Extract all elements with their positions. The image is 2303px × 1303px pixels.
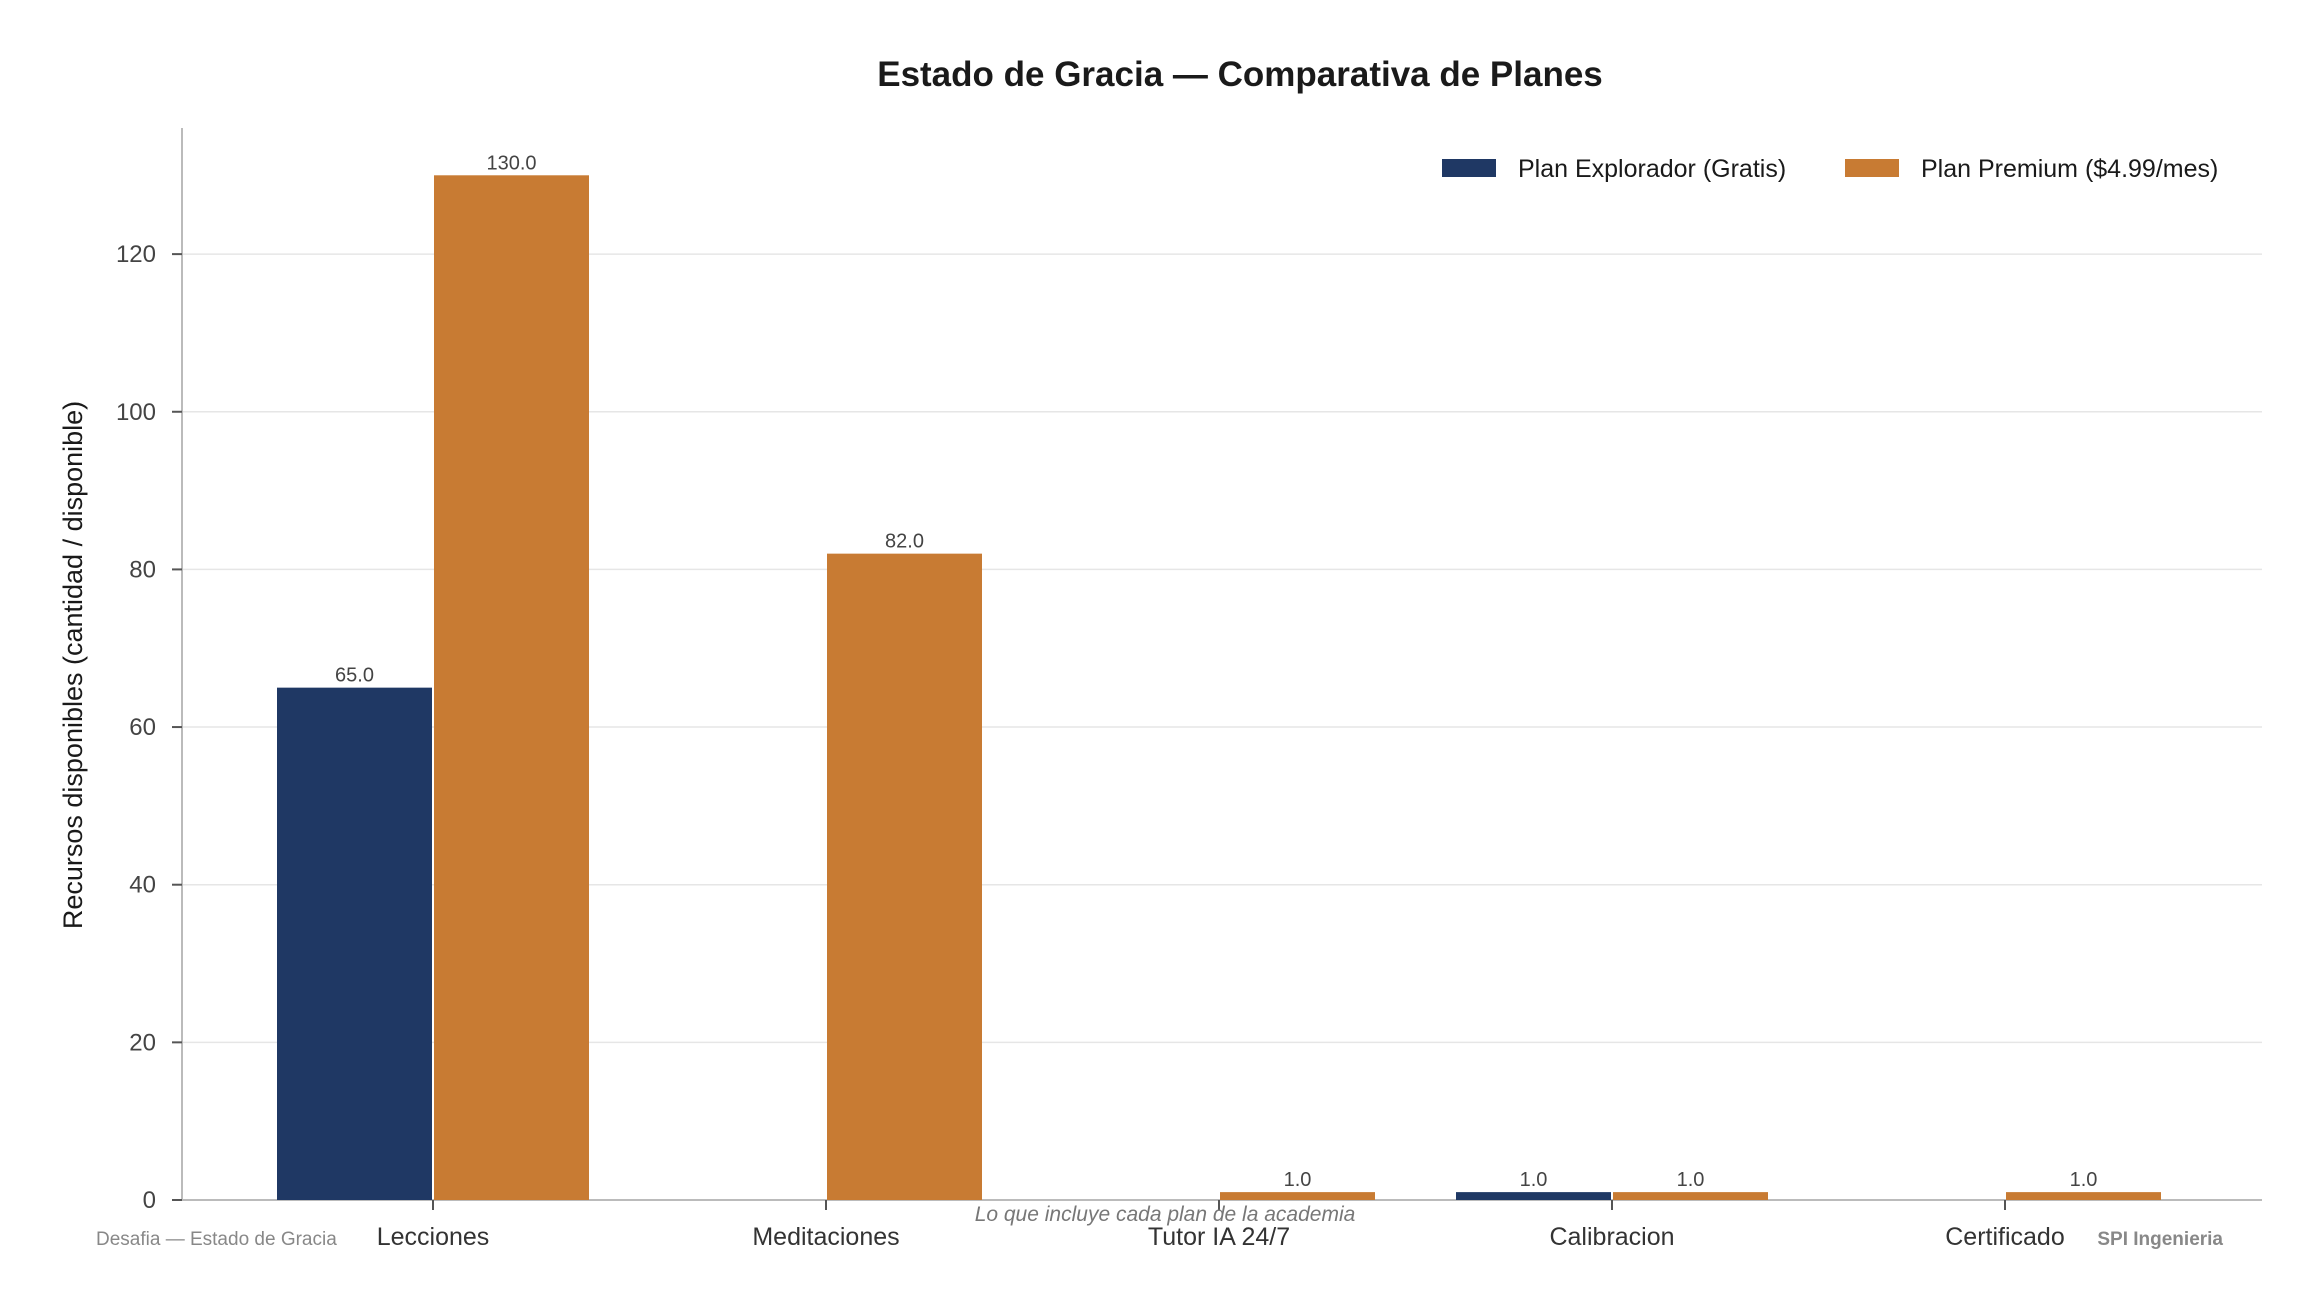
bar-value-label: 1.0 [1284, 1169, 1312, 1191]
legend-swatch [1845, 159, 1899, 177]
x-category-labels: Lecciones Meditaciones Tutor IA 24/7 Calibr… [377, 1200, 2065, 1251]
y-tick-label: 40 [129, 872, 156, 899]
y-tick-label: 0 [143, 1187, 156, 1214]
bar-value-label: 130.0 [486, 152, 536, 174]
legend: Plan Explorador (Gratis) Plan Premium ($4… [1442, 155, 2218, 183]
x-category-label: Calibracion [1549, 1223, 1674, 1251]
bar-value-label: 1.0 [2070, 1169, 2098, 1191]
footer-right-text: SPI Ingenieria [2097, 1229, 2223, 1250]
bar-explorador [277, 687, 432, 1200]
bar-explorador [1456, 1192, 1611, 1200]
bar-value-label: 1.0 [1677, 1169, 1705, 1191]
bar-value-label: 1.0 [1520, 1169, 1548, 1191]
x-category-label: Meditaciones [752, 1223, 899, 1251]
x-category-label: Tutor IA 24/7 [1148, 1223, 1290, 1251]
x-category-label: Lecciones [377, 1223, 490, 1251]
bar-premium [2006, 1192, 2161, 1200]
bar-premium [1220, 1192, 1375, 1200]
y-tick-label: 60 [129, 714, 156, 741]
legend-swatch [1442, 159, 1496, 177]
y-tick-label: 120 [116, 241, 156, 268]
y-ticks: 0 20 40 60 80 100 120 [116, 241, 182, 1214]
bar-premium [1613, 1192, 1768, 1200]
legend-label: Plan Premium ($4.99/mes) [1921, 155, 2218, 183]
bar-premium [434, 175, 589, 1201]
footer-left-text: Desafia — Estado de Gracia [96, 1229, 337, 1250]
x-category-label: Certificado [1945, 1223, 2065, 1251]
y-axis-label: Recursos disponibles (cantidad / disponi… [58, 401, 88, 929]
data-labels: 65.0 130.0 82.0 1.0 1.0 1.0 1.0 [335, 152, 2097, 1191]
chart-title: Estado de Gracia — Comparativa de Planes [877, 55, 1603, 94]
bar-value-label: 65.0 [335, 665, 374, 687]
bar-premium [827, 553, 982, 1200]
y-tick-label: 100 [116, 399, 156, 426]
y-tick-label: 80 [129, 556, 156, 583]
chart-caption: Lo que incluye cada plan de la academia [975, 1203, 1356, 1226]
bars [277, 175, 2161, 1201]
bar-value-label: 82.0 [885, 531, 924, 553]
legend-label: Plan Explorador (Gratis) [1518, 155, 1786, 183]
y-tick-label: 20 [129, 1029, 156, 1056]
